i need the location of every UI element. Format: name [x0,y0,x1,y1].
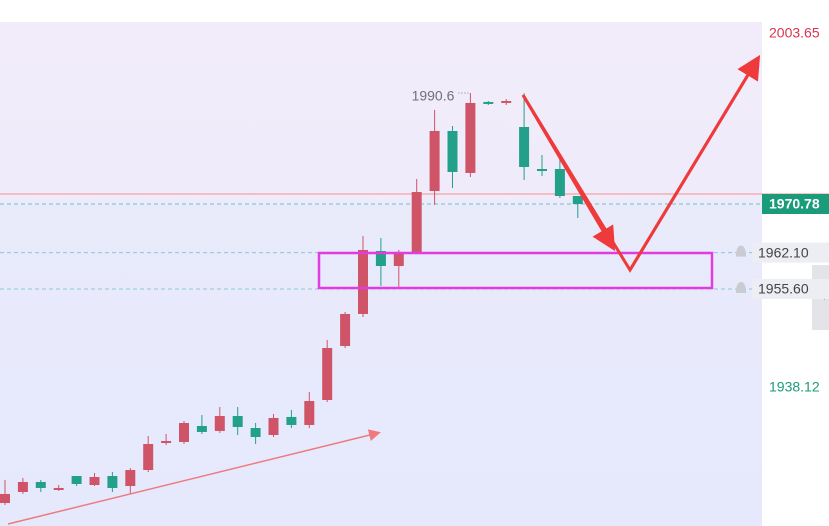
candle-body [268,417,279,435]
candle-body [179,423,189,442]
current-price-label: 1970.78 [769,196,820,212]
candle-body [572,195,583,204]
candle-body [89,477,100,486]
candle-body [393,251,404,266]
candle-body [0,493,10,503]
low-price-label: 1938.12 [769,379,820,395]
alert-price-box [752,279,829,300]
candle-body [17,481,28,493]
alert-bell-icon [736,282,746,294]
candle-body [411,192,422,252]
candle-body [35,481,46,488]
candle-body [143,444,154,470]
annotation-box [317,251,714,290]
candle-body [519,127,530,167]
candle-body [501,101,512,103]
trend-arrow [7,429,381,525]
candle-body [125,470,136,487]
forecast-arrow-down [521,94,616,252]
candle-body [340,313,351,347]
alert-price-box [752,242,829,263]
candle-body [214,416,225,431]
candle-body [537,169,547,172]
alert-price-label: 1962.10 [758,244,809,260]
high-price-label: 2003.65 [769,25,820,41]
alert-bell-icon [736,245,746,257]
forecast-arrow-up [628,54,761,271]
candle-body [429,130,440,192]
current-price-box [762,194,829,214]
candle-body [554,169,565,196]
candle-body [196,425,207,432]
candle-body [161,440,172,444]
candle-body [483,101,494,104]
candle-body [304,401,315,425]
candle-body [375,250,386,266]
candle-body [53,487,64,490]
candle-body [447,130,458,172]
high-annotation: 1990.6 [412,88,455,104]
candle-body [71,475,82,484]
candle-body [465,102,476,173]
candle-body [250,428,261,438]
candle-body [107,475,118,488]
candle-body [286,416,297,425]
candle-body [358,249,368,314]
candle-body [322,347,333,400]
candle-body [232,416,243,427]
alert-price-label: 1955.60 [758,281,809,297]
